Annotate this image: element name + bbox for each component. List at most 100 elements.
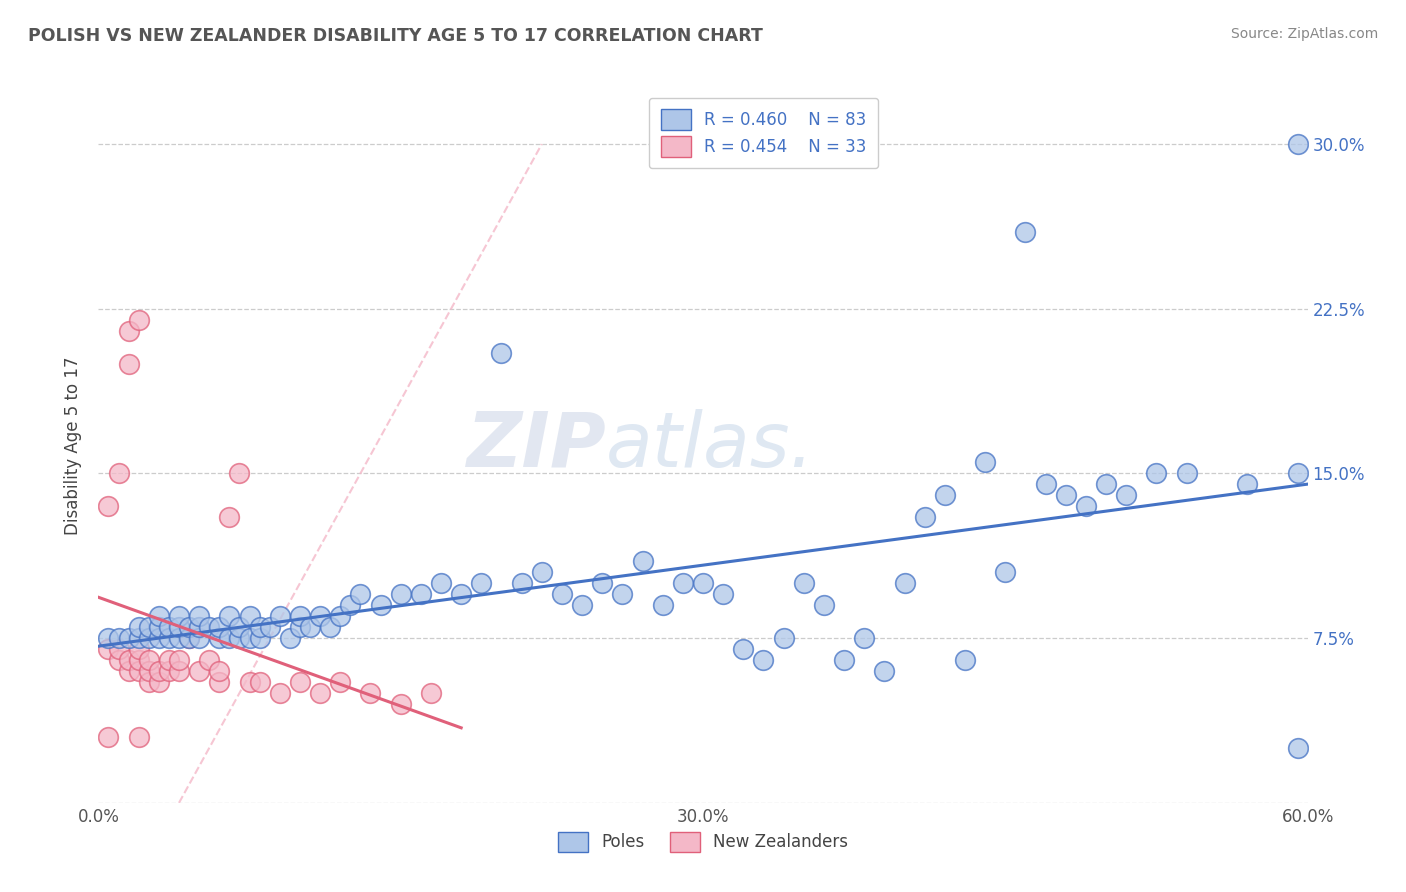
Point — [249, 620, 271, 634]
Point — [793, 576, 815, 591]
Point — [994, 566, 1017, 580]
Text: POLISH VS NEW ZEALANDER DISABILITY AGE 5 TO 17 CORRELATION CHART: POLISH VS NEW ZEALANDER DISABILITY AGE 5… — [28, 27, 763, 45]
Point — [128, 730, 150, 744]
Point — [278, 631, 301, 645]
Point — [167, 664, 190, 678]
Point — [309, 609, 332, 624]
Point — [208, 631, 231, 645]
Point — [218, 609, 240, 624]
Point — [409, 587, 432, 601]
Point — [239, 675, 262, 690]
Y-axis label: Disability Age 5 to 17: Disability Age 5 to 17 — [65, 357, 83, 535]
Point — [208, 675, 231, 690]
Point — [269, 609, 291, 624]
Point — [228, 620, 250, 634]
Point — [450, 587, 472, 601]
Point — [107, 653, 129, 667]
Point — [389, 697, 412, 711]
Point — [269, 686, 291, 700]
Point — [1115, 488, 1137, 502]
Point — [491, 345, 513, 359]
Point — [430, 576, 453, 591]
Point — [138, 664, 160, 678]
Point — [651, 598, 673, 612]
Point — [107, 642, 129, 657]
Point — [118, 631, 141, 645]
Point — [259, 620, 281, 634]
Point — [118, 357, 141, 371]
Point — [97, 642, 120, 657]
Point — [1054, 488, 1077, 502]
Point — [329, 609, 352, 624]
Point — [118, 324, 141, 338]
Point — [128, 664, 150, 678]
Point — [128, 631, 150, 645]
Point — [97, 730, 120, 744]
Point — [1236, 477, 1258, 491]
Point — [389, 587, 412, 601]
Point — [631, 554, 654, 568]
Text: ZIP: ZIP — [467, 409, 606, 483]
Text: atlas.: atlas. — [606, 409, 815, 483]
Point — [138, 653, 160, 667]
Point — [752, 653, 775, 667]
Point — [138, 675, 160, 690]
Point — [711, 587, 734, 601]
Point — [128, 653, 150, 667]
Point — [1286, 467, 1309, 481]
Point — [953, 653, 976, 667]
Point — [288, 609, 311, 624]
Point — [1014, 225, 1036, 239]
Point — [198, 620, 221, 634]
Point — [288, 620, 311, 634]
Point — [239, 609, 262, 624]
Point — [188, 609, 211, 624]
Point — [1175, 467, 1198, 481]
Point — [420, 686, 443, 700]
Point — [179, 631, 201, 645]
Point — [571, 598, 593, 612]
Point — [974, 455, 997, 469]
Point — [1074, 500, 1097, 514]
Point — [733, 642, 755, 657]
Point — [339, 598, 361, 612]
Point — [1286, 137, 1309, 152]
Point — [128, 620, 150, 634]
Point — [288, 675, 311, 690]
Point — [319, 620, 342, 634]
Point — [249, 631, 271, 645]
Point — [832, 653, 855, 667]
Point — [873, 664, 896, 678]
Point — [179, 631, 201, 645]
Point — [360, 686, 382, 700]
Point — [128, 312, 150, 326]
Point — [510, 576, 533, 591]
Point — [329, 675, 352, 690]
Point — [370, 598, 392, 612]
Point — [157, 653, 180, 667]
Point — [97, 631, 120, 645]
Point — [1035, 477, 1057, 491]
Point — [228, 631, 250, 645]
Point — [228, 467, 250, 481]
Point — [893, 576, 915, 591]
Point — [148, 620, 170, 634]
Point — [107, 631, 129, 645]
Point — [107, 467, 129, 481]
Point — [138, 631, 160, 645]
Point — [188, 631, 211, 645]
Point — [470, 576, 492, 591]
Point — [157, 631, 180, 645]
Point — [249, 675, 271, 690]
Point — [188, 620, 211, 634]
Point — [551, 587, 574, 601]
Point — [118, 664, 141, 678]
Point — [167, 653, 190, 667]
Point — [118, 653, 141, 667]
Point — [591, 576, 613, 591]
Point — [934, 488, 956, 502]
Point — [914, 510, 936, 524]
Text: Source: ZipAtlas.com: Source: ZipAtlas.com — [1230, 27, 1378, 41]
Point — [349, 587, 371, 601]
Point — [299, 620, 322, 634]
